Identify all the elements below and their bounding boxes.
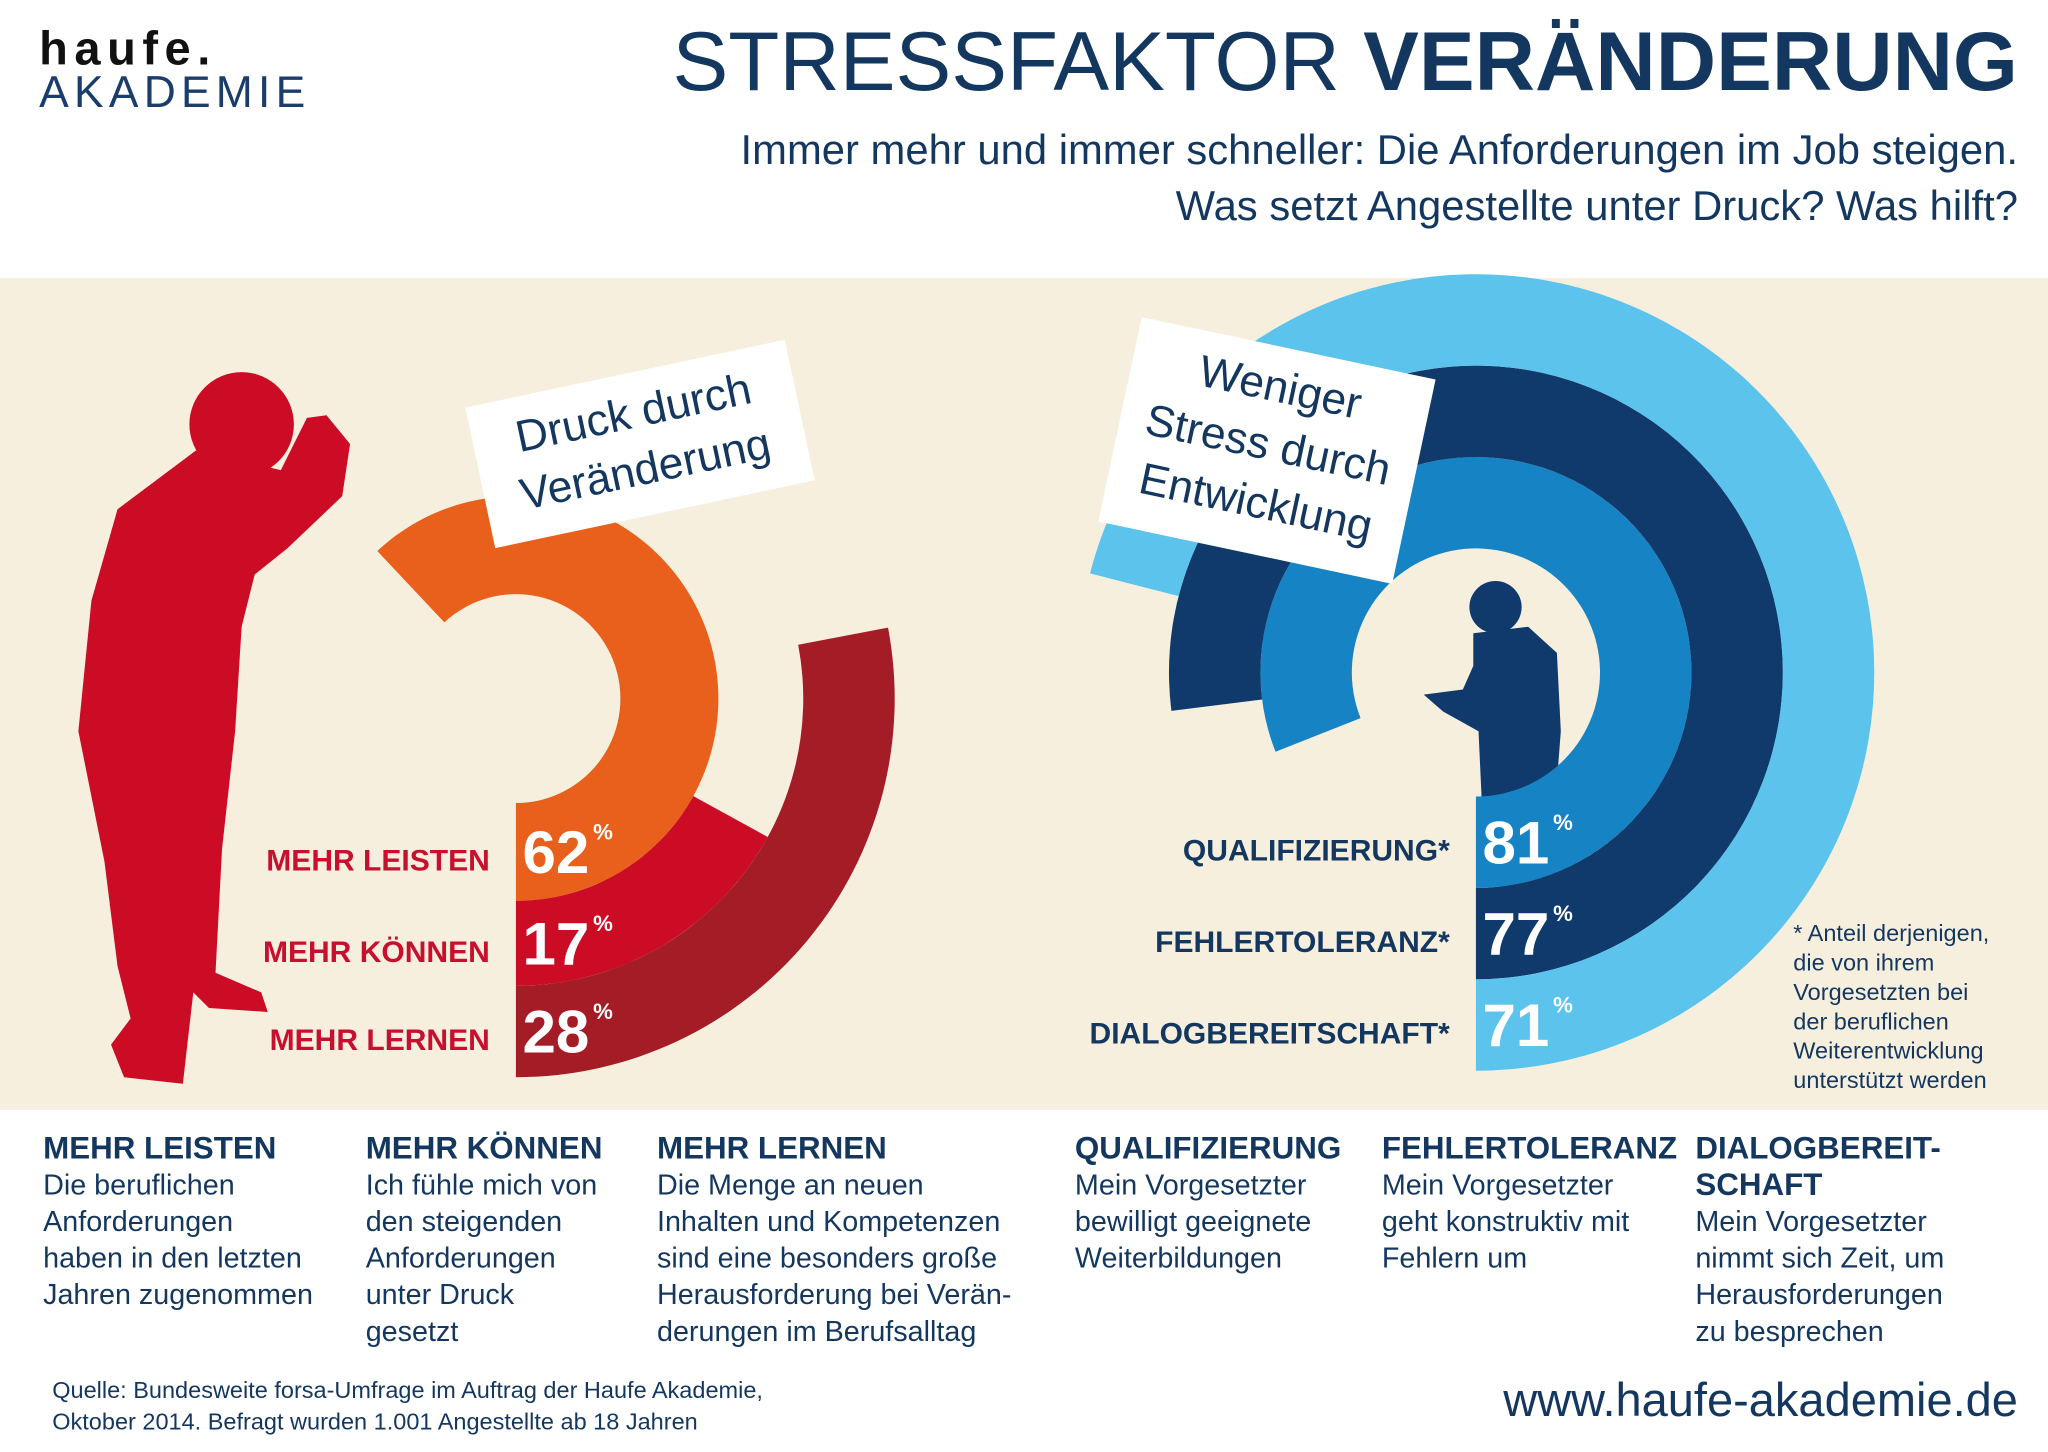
definition-text: Die beruflichen bbox=[43, 1170, 235, 1202]
footnote: * Anteil derjenigen, die von ihrem Vorgese… bbox=[1793, 920, 1989, 1093]
radial-bar bbox=[515, 796, 768, 986]
definition-text: geht konstruktiv mit bbox=[1382, 1206, 1629, 1238]
source: Oktober 2014. Befragt wurden 1.001 Anges… bbox=[52, 1408, 697, 1434]
definition-heading: MEHR KÖNNEN bbox=[366, 1131, 603, 1166]
radial-bar bbox=[377, 496, 719, 901]
definition-text: Anforderungen bbox=[366, 1243, 556, 1275]
definition-text: Herausforderungen bbox=[1695, 1279, 1943, 1311]
footnote-line: der beruflichen bbox=[1793, 1008, 1948, 1034]
title: STRESSFAKTOR VERÄNDERUNG bbox=[673, 14, 2018, 108]
definition-text: bewilligt geeignete bbox=[1075, 1206, 1311, 1238]
definition-text: haben in den letzten bbox=[43, 1243, 302, 1275]
value-label: 62 bbox=[522, 819, 589, 886]
definition-text: Mein Vorgesetzter bbox=[1695, 1206, 1927, 1238]
definition-text: gesetzt bbox=[366, 1316, 459, 1348]
definition-heading: MEHR LERNEN bbox=[657, 1131, 887, 1166]
unit-label: % bbox=[593, 820, 613, 845]
definition-text: Weiterbildungen bbox=[1075, 1243, 1282, 1275]
definition-heading: SCHAFT bbox=[1695, 1167, 1822, 1202]
logo: haufe. bbox=[39, 22, 217, 75]
definition-text: Ich fühle mich von bbox=[366, 1170, 598, 1202]
person-silhouette bbox=[78, 372, 351, 1084]
value-label: 77 bbox=[1482, 901, 1549, 968]
labels: MEHR LEISTEN 62 % MEHR KÖNNEN 17 % MEHR LERNEN… bbox=[263, 809, 1573, 1065]
footnote-line: unterstützt werden bbox=[1793, 1067, 1986, 1093]
category-label: MEHR LERNEN bbox=[270, 1024, 490, 1057]
definition-text: Mein Vorgesetzter bbox=[1382, 1170, 1614, 1202]
definition-text: derungen im Berufsalltag bbox=[657, 1316, 976, 1348]
url: www.haufe-akademie.de bbox=[1502, 1373, 2018, 1426]
definition-text: Die Menge an neuen bbox=[657, 1170, 924, 1202]
definition-text: den steigenden bbox=[366, 1206, 562, 1238]
category-label: MEHR KÖNNEN bbox=[263, 936, 490, 969]
logo: AKADEMIE bbox=[39, 68, 310, 117]
body bbox=[78, 415, 351, 1084]
category-label: QUALIFIZIERUNG* bbox=[1183, 835, 1450, 868]
title-part: STRESSFAKTOR bbox=[673, 14, 1340, 108]
category-label: FEHLERTOLERANZ* bbox=[1155, 926, 1450, 959]
category-label: MEHR LEISTEN bbox=[266, 844, 490, 877]
definitions: MEHR LEISTEN Die beruflichen Anforderungen… bbox=[43, 1131, 1944, 1348]
head bbox=[1469, 581, 1522, 634]
radial-bar bbox=[515, 627, 895, 1078]
unit-label: % bbox=[1553, 810, 1573, 835]
chart-label-box: Druck durch Veränderung bbox=[465, 339, 815, 549]
category-label: DIALOGBEREITSCHAFT* bbox=[1090, 1017, 1451, 1050]
definition-heading: DIALOGBEREIT- bbox=[1695, 1131, 1940, 1166]
unit-label: % bbox=[593, 911, 613, 936]
chart-label-box: Weniger Stress durch Entwicklung bbox=[1098, 317, 1436, 584]
subtitle: Was setzt Angestellte unter Druck? Was h… bbox=[1176, 182, 2018, 229]
definition-text: nimmt sich Zeit, um bbox=[1695, 1243, 1944, 1275]
definition-heading: MEHR LEISTEN bbox=[43, 1131, 276, 1166]
footnote-line: die von ihrem bbox=[1793, 950, 1934, 976]
unit-label: % bbox=[1553, 901, 1573, 926]
body bbox=[1423, 626, 1561, 817]
definition-text: Anforderungen bbox=[43, 1206, 233, 1238]
title-part: VERÄNDERUNG bbox=[1363, 14, 2018, 108]
head bbox=[189, 372, 294, 477]
unit-label: % bbox=[593, 999, 613, 1024]
definition-text: sind eine besonders große bbox=[657, 1243, 997, 1275]
footnote-line: Weiterentwicklung bbox=[1793, 1038, 1983, 1064]
label-box bbox=[1098, 317, 1436, 584]
definition-text: unter Druck bbox=[366, 1279, 515, 1311]
definition-heading: FEHLERTOLERANZ bbox=[1382, 1131, 1677, 1166]
value-label: 81 bbox=[1482, 809, 1549, 876]
value-label: 28 bbox=[522, 999, 589, 1066]
value-label: 71 bbox=[1482, 992, 1549, 1059]
label-box bbox=[465, 339, 815, 549]
definition-text: Mein Vorgesetzter bbox=[1075, 1170, 1307, 1202]
source: Quelle: Bundesweite forsa-Umfrage im Auf… bbox=[52, 1377, 763, 1403]
unit-label: % bbox=[1553, 993, 1573, 1018]
definition-text: Fehlern um bbox=[1382, 1243, 1527, 1275]
footnote-line: * Anteil derjenigen, bbox=[1793, 920, 1989, 946]
definition-text: Inhalten und Kompetenzen bbox=[657, 1206, 1000, 1238]
definition-text: Jahren zugenommen bbox=[43, 1279, 313, 1311]
value-label: 17 bbox=[522, 911, 589, 978]
person-silhouette bbox=[1423, 581, 1561, 817]
definition-text: Herausforderung bei Verän- bbox=[657, 1279, 1011, 1311]
subtitle: Immer mehr und immer schneller: Die Anfo… bbox=[741, 126, 2018, 173]
footnote-line: Vorgesetzten bei bbox=[1793, 979, 1968, 1005]
definition-text: zu besprechen bbox=[1695, 1316, 1883, 1348]
definition-heading: QUALIFIZIERUNG bbox=[1075, 1131, 1341, 1166]
